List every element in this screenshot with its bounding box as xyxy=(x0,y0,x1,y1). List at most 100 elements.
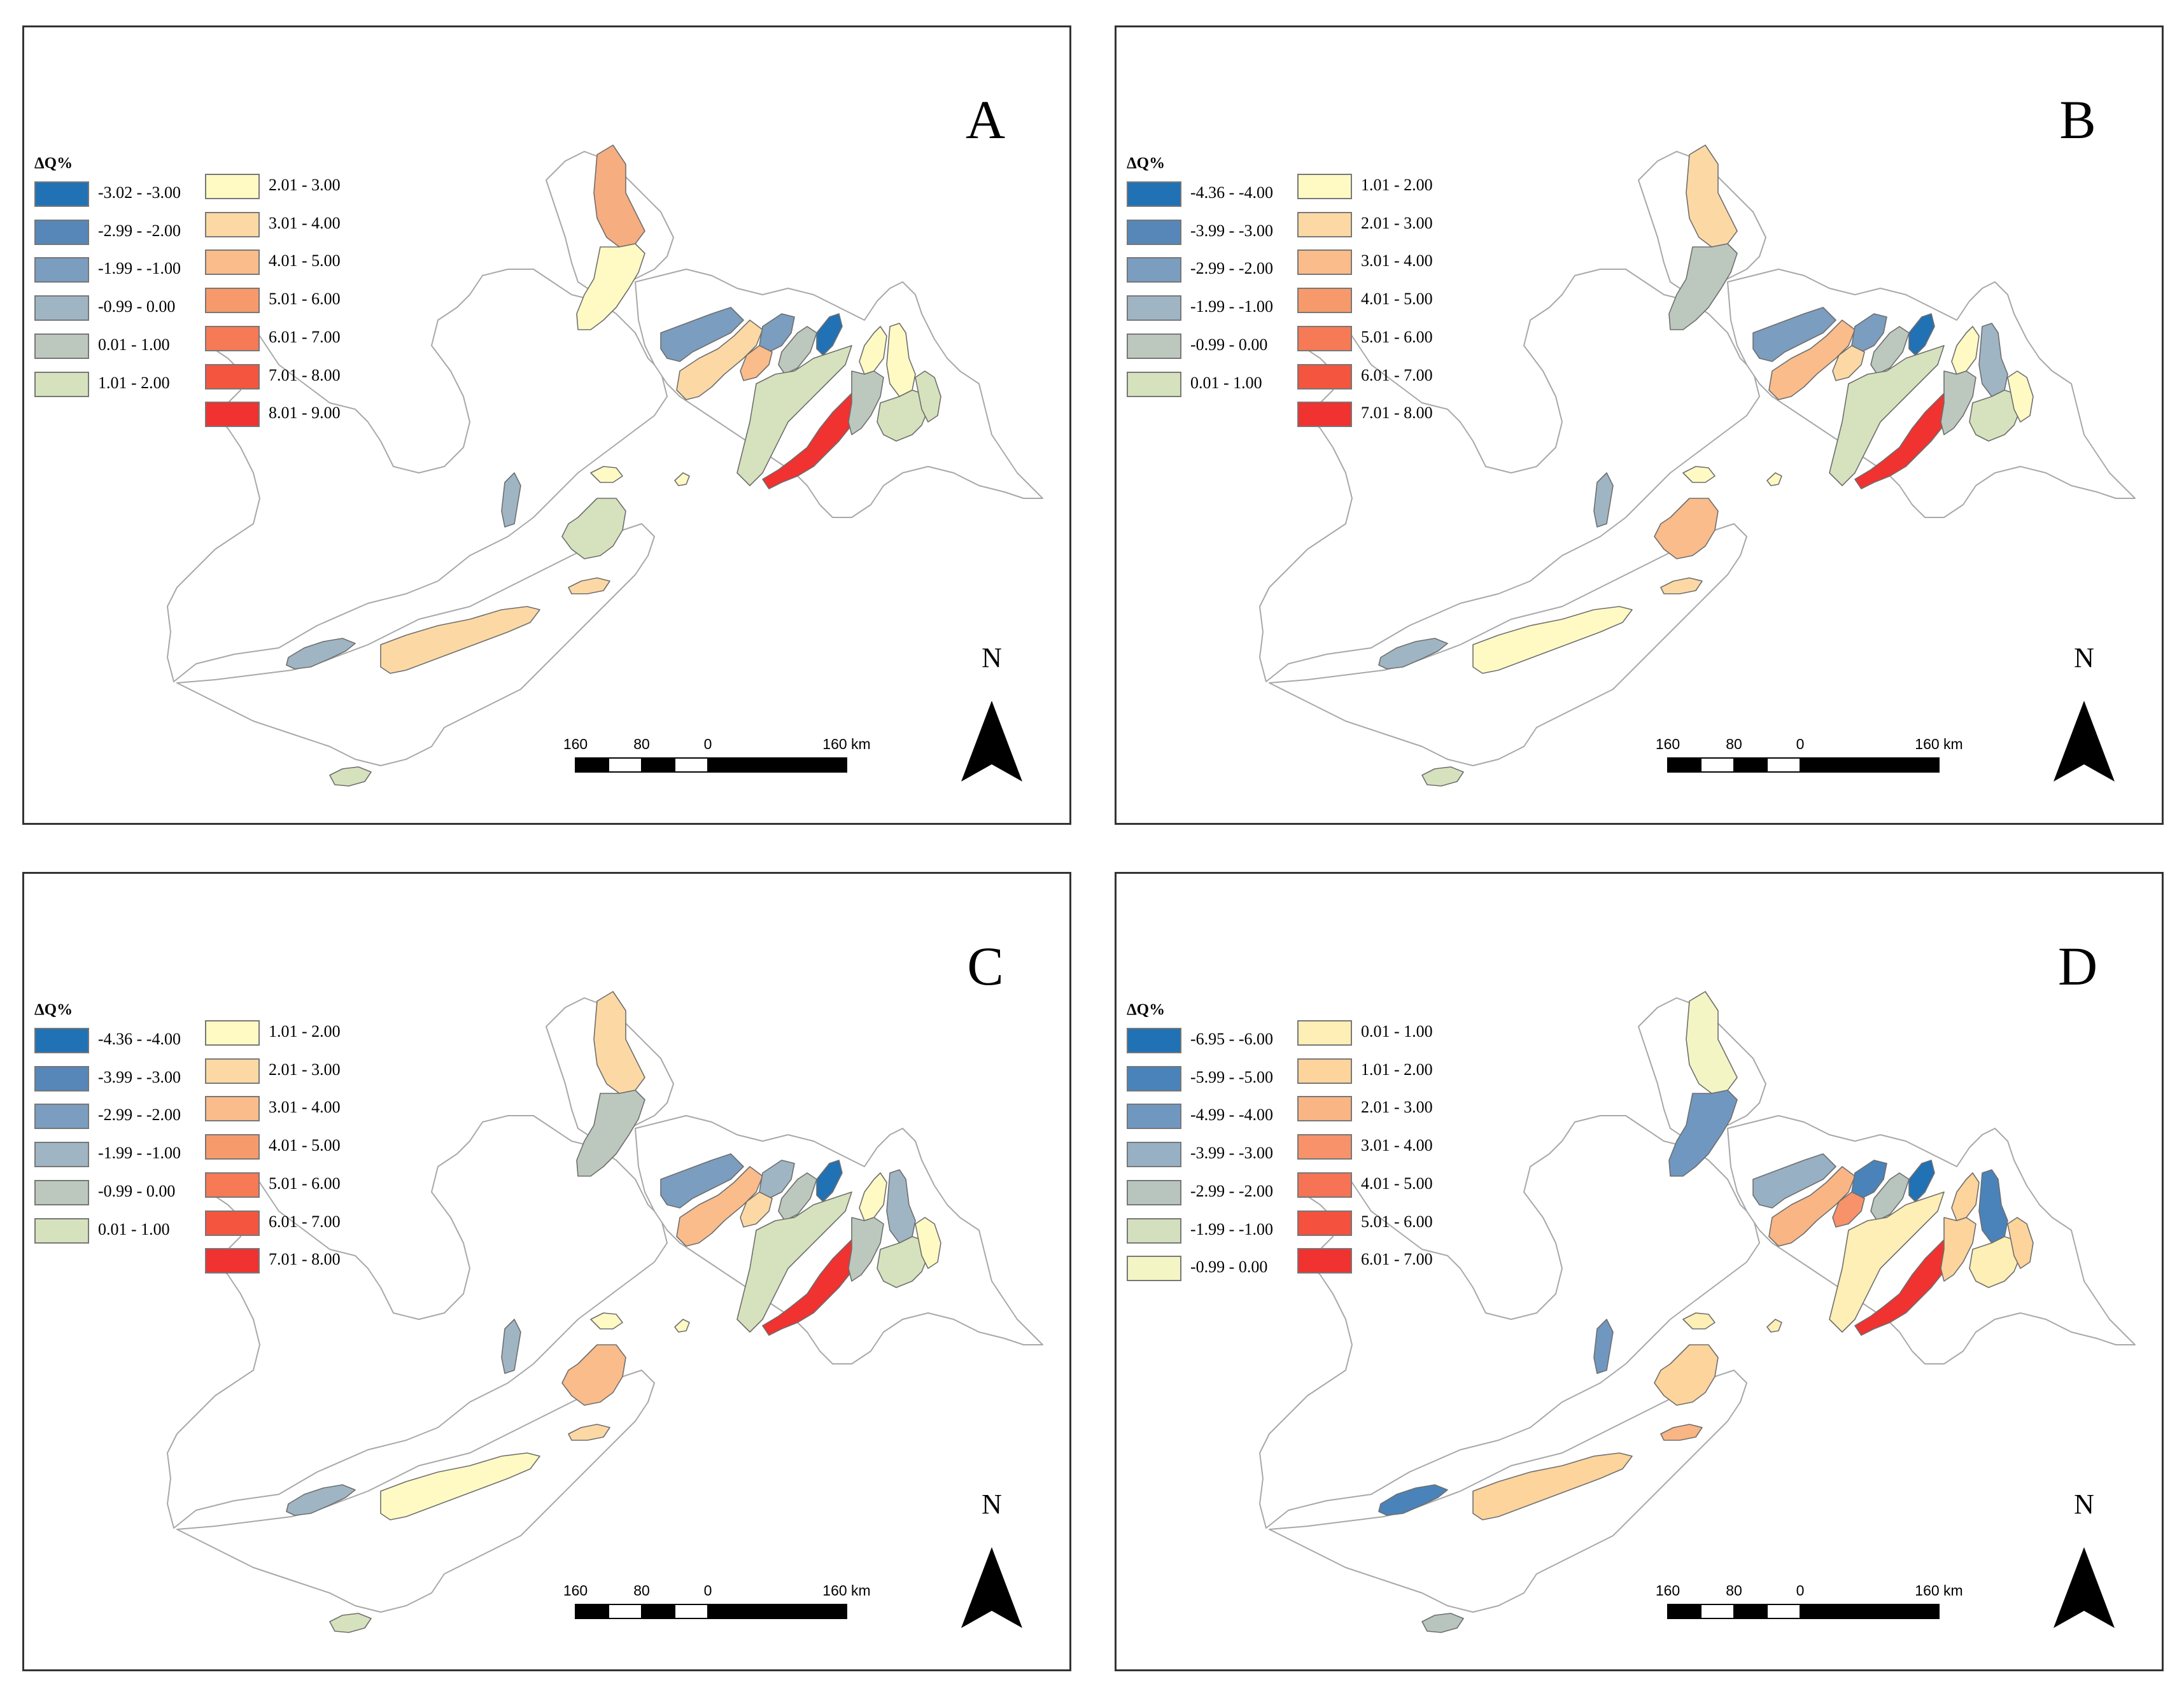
legend-item: -0.99 - 0.00 xyxy=(34,1179,225,1208)
scale-tick-label: 80 xyxy=(1726,736,1742,752)
subbasin-region xyxy=(1951,326,1980,375)
scale-tick-label: 160 km xyxy=(1915,736,1962,752)
subbasin-region xyxy=(848,1217,884,1282)
legend-label: 6.01 - 7.00 xyxy=(1361,365,1433,384)
subbasin-region xyxy=(1978,323,2008,397)
legend-item: -4.99 - -4.00 xyxy=(1127,1104,1318,1132)
legend-item: 5.01 - 6.00 xyxy=(1297,325,1488,354)
scale-tick-label: 0 xyxy=(1796,736,1805,752)
legend-label: -2.99 - -2.00 xyxy=(98,221,181,240)
map-canvas: 160 80 0 160 km N xyxy=(1259,144,2136,787)
subbasin-region xyxy=(1908,313,1935,356)
legend-label: -2.99 - -2.00 xyxy=(1190,259,1273,278)
subbasin-region xyxy=(1854,1230,1964,1336)
legend-swatch xyxy=(1297,363,1352,389)
legend-swatch xyxy=(1127,1179,1181,1205)
scale-bar: 160 80 0 160 km xyxy=(563,736,871,773)
subbasin-region xyxy=(674,472,690,486)
scale-tick-label: 0 xyxy=(704,1582,712,1599)
legend-label: -0.99 - 0.00 xyxy=(98,1181,176,1200)
map-canvas: 160 80 0 160 km N xyxy=(167,144,1043,787)
subbasin-region xyxy=(380,606,540,674)
legend-label: -4.36 - -4.00 xyxy=(1190,183,1273,202)
legend-swatch xyxy=(1297,1058,1352,1084)
legend-swatch xyxy=(1127,333,1181,359)
legend-swatch xyxy=(205,363,260,389)
legend-swatch xyxy=(34,257,89,283)
subbasin-region xyxy=(1668,1090,1738,1177)
legend-label: -1.99 - -1.00 xyxy=(1190,297,1273,316)
legend-item: 0.01 - 1.00 xyxy=(1297,1020,1488,1048)
scale-tick-label: 160 xyxy=(1656,1582,1680,1599)
scale-tick-label: 160 xyxy=(563,1582,588,1599)
legend-item: 1.01 - 2.00 xyxy=(34,371,225,400)
legend-label: 7.01 - 8.00 xyxy=(269,365,341,384)
legend-swatch xyxy=(1127,181,1181,207)
legend-label: 0.01 - 1.00 xyxy=(98,335,170,354)
subbasin-region xyxy=(1472,606,1633,674)
legend-label: 5.01 - 6.00 xyxy=(269,1174,341,1193)
legend-item: 6.01 - 7.00 xyxy=(1297,363,1488,392)
basin-boundary xyxy=(167,1115,668,1529)
legend-title: ΔQ% xyxy=(34,155,73,172)
legend-item: -3.99 - -3.00 xyxy=(34,1065,225,1094)
north-arrow-icon xyxy=(961,1547,1022,1628)
subbasin-region xyxy=(816,313,843,356)
subbasin-region xyxy=(1978,1169,2008,1244)
subbasin-region xyxy=(1969,1236,2021,1288)
map-panel-b: 160 80 0 160 km N B ΔQ% -4.36 - -4.00 -3.99 - -3… xyxy=(1115,25,2164,825)
legend-title: ΔQ% xyxy=(34,1001,73,1018)
legend-item: 3.01 - 4.00 xyxy=(1297,1134,1488,1162)
legend-item: 3.01 - 4.00 xyxy=(205,1096,396,1124)
map-panel-a: 160 80 0 160 km N A ΔQ% -3.02 - -3.00 -2.99 - -2… xyxy=(22,25,1071,825)
legend-item: 3.01 - 4.00 xyxy=(1297,249,1488,277)
legend-item: -2.99 - -2.00 xyxy=(34,219,225,248)
legend-label: 6.01 - 7.00 xyxy=(269,327,341,346)
legend-swatch xyxy=(205,1058,260,1084)
legend-swatch xyxy=(1297,325,1352,351)
subbasin-region xyxy=(1829,1191,1945,1333)
legend-label: 4.01 - 5.00 xyxy=(1361,290,1433,309)
subbasin-region xyxy=(676,1166,763,1247)
subbasin-region xyxy=(1752,1153,1836,1209)
north-arrow: N xyxy=(2054,642,2115,782)
legend-swatch xyxy=(1297,1020,1352,1046)
subbasin-region xyxy=(1654,1344,1719,1406)
subbasin-region xyxy=(501,1319,521,1374)
legend-swatch xyxy=(205,325,260,351)
subbasin-region xyxy=(1768,319,1856,400)
legend-label: 1.01 - 2.00 xyxy=(1361,1060,1433,1079)
subbasin-region xyxy=(1421,766,1464,787)
legend-label: -6.95 - -6.00 xyxy=(1190,1030,1273,1048)
legend-swatch xyxy=(1127,1028,1181,1053)
legend-label: -3.99 - -3.00 xyxy=(1190,221,1273,240)
legend-item: 0.01 - 1.00 xyxy=(34,1217,225,1246)
legend-label: 3.01 - 4.00 xyxy=(269,213,341,232)
legend-item: 2.01 - 3.00 xyxy=(205,174,396,202)
panel-letter: D xyxy=(2057,936,2098,997)
subbasin-region xyxy=(1668,243,1738,330)
legend-label: 0.01 - 1.00 xyxy=(1361,1022,1433,1041)
subbasin-region xyxy=(568,1424,610,1441)
scale-bar: 160 80 0 160 km xyxy=(563,1582,871,1619)
subbasin-region xyxy=(877,1236,929,1288)
subbasin-region xyxy=(576,1090,645,1177)
legend-item: 7.01 - 8.00 xyxy=(205,363,396,392)
legend-label: 3.01 - 4.00 xyxy=(1361,251,1433,270)
legend-item: 1.01 - 2.00 xyxy=(1297,174,1488,202)
basin-boundary xyxy=(635,1115,1043,1365)
legend-item: 6.01 - 7.00 xyxy=(205,325,396,354)
legend-item: -6.95 - -6.00 xyxy=(1127,1028,1318,1056)
subbasin-region xyxy=(1766,472,1782,486)
legend-label: -4.99 - -4.00 xyxy=(1190,1105,1273,1125)
legend-title: ΔQ% xyxy=(1127,155,1166,172)
subbasin-region xyxy=(286,638,356,670)
legend-label: 3.01 - 4.00 xyxy=(1361,1136,1433,1155)
legend-label: -0.99 - 0.00 xyxy=(1190,1258,1268,1277)
legend-item: 2.01 - 3.00 xyxy=(1297,1096,1488,1124)
legend-item: -0.99 - 0.00 xyxy=(34,295,225,323)
map-panel-d: 160 80 0 160 km N D ΔQ% -6.95 - -6.00 -5.99 - -5… xyxy=(1115,872,2164,1671)
legend-swatch xyxy=(1297,1210,1352,1236)
legend-swatch xyxy=(1127,295,1181,321)
legend-item: -3.99 - -3.00 xyxy=(1127,1142,1318,1170)
